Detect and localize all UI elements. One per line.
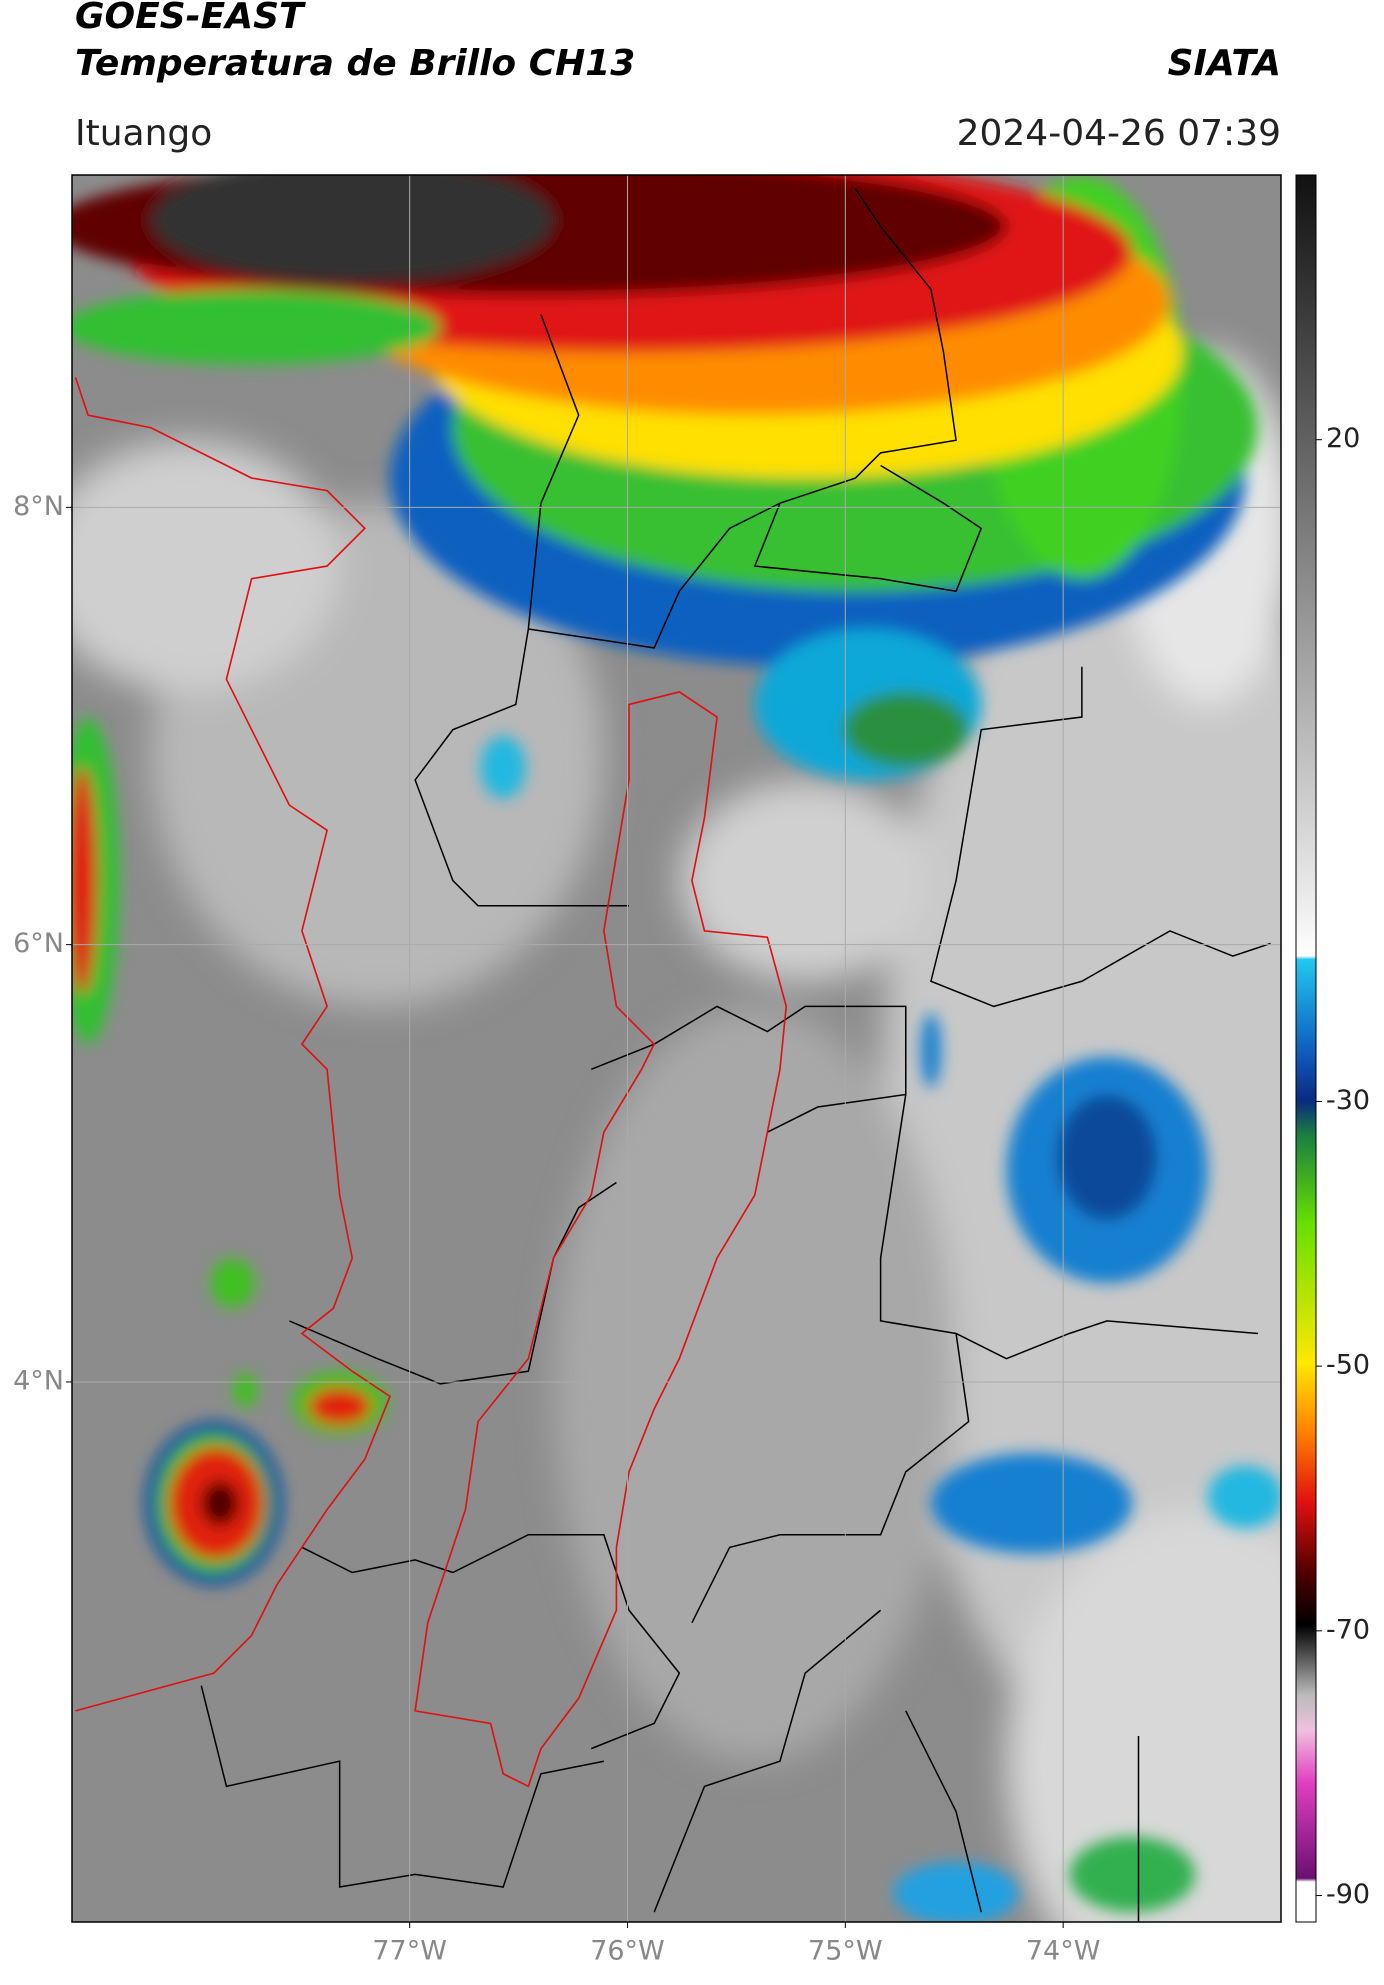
colorbar [1295,174,1317,1923]
colorbar-label: -50 [1326,1350,1370,1381]
colorbar-label: -70 [1326,1614,1370,1645]
region: Ituango [75,113,212,154]
latitude-label: 6°N [13,928,64,959]
colorbar-label: -30 [1326,1085,1370,1116]
satellite-image [72,175,1281,1922]
source: SIATA [1168,43,1281,84]
latitude-label: 8°N [13,491,64,522]
colorbar-label: 20 [1326,423,1360,454]
longitude-label: 75°W [808,1936,883,1967]
latitude-label: 4°N [13,1365,64,1396]
map-frame [71,174,1282,1923]
longitude-label: 77°W [372,1936,447,1967]
colorbar-label: -90 [1326,1879,1370,1910]
timestamp: 2024-04-26 07:39 [957,113,1281,154]
graticule [72,175,1281,1922]
longitude-label: 76°W [590,1936,665,1967]
longitude-label: 74°W [1026,1936,1101,1967]
subtitle: Temperatura de Brillo CH13 [75,43,635,84]
title: GOES-EAST [75,0,306,37]
